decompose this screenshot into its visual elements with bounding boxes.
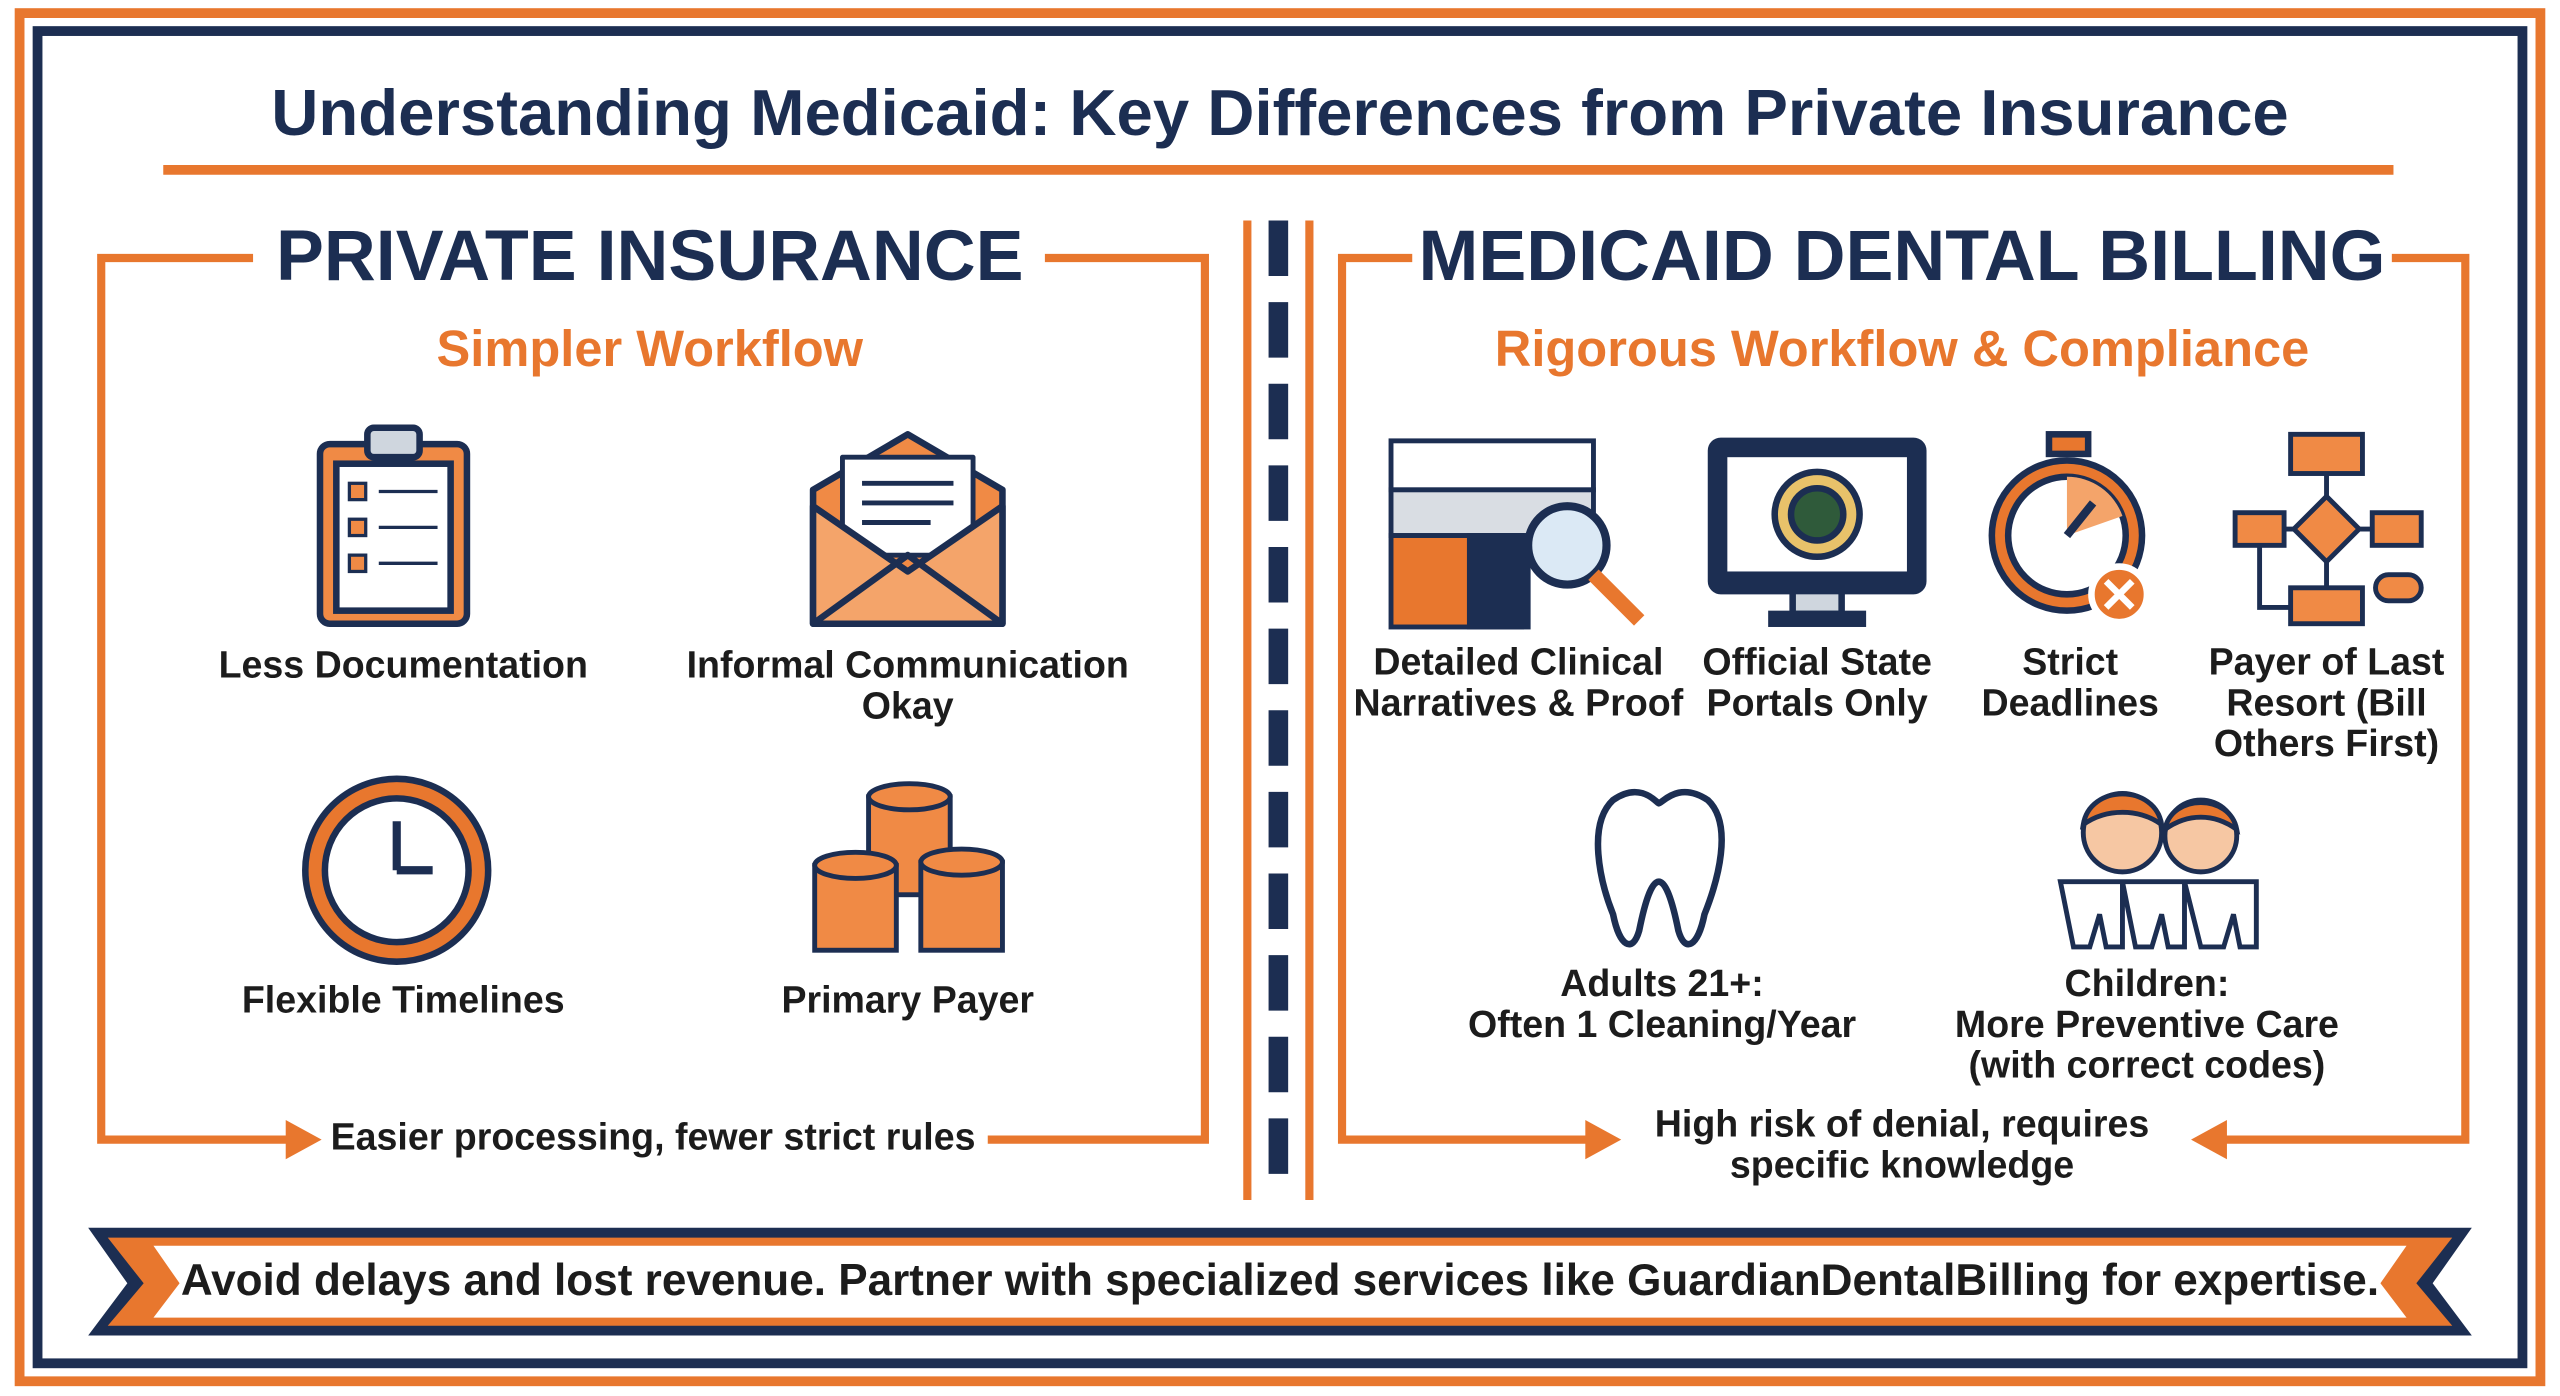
flowchart-icon-part bbox=[2373, 572, 2424, 604]
coins-icon-part bbox=[812, 862, 899, 953]
right-heading: MEDICAID DENTAL BILLING bbox=[1419, 216, 2386, 296]
flowchart-icon-part bbox=[2232, 510, 2287, 548]
item-label: Strict bbox=[2022, 640, 2118, 682]
right-frame-part bbox=[1337, 253, 1592, 1144]
stopwatch-icon bbox=[1988, 431, 2151, 626]
clock-icon bbox=[302, 775, 492, 965]
monitor-icon-part bbox=[1787, 484, 1847, 544]
children-teeth-icon-part bbox=[2161, 800, 2241, 835]
coins-icon-part bbox=[812, 849, 899, 881]
title: Understanding Medicaid: Key Differences … bbox=[271, 76, 2289, 149]
flowchart-icon-part bbox=[2369, 510, 2424, 548]
clipboard-icon-part bbox=[364, 424, 423, 461]
left-frame bbox=[97, 253, 1209, 1144]
item-label: Payer of Last bbox=[2209, 640, 2445, 682]
monitor-icon-part bbox=[1768, 610, 1867, 627]
item-label: Portals Only bbox=[1707, 681, 1928, 723]
documents-icon-part bbox=[1466, 533, 1531, 630]
banner-part bbox=[153, 1245, 2407, 1318]
item-label: Resort (Bill bbox=[2226, 681, 2426, 723]
left-frame-part bbox=[97, 253, 303, 1144]
divider bbox=[1243, 220, 1314, 1201]
item-label: Others First) bbox=[2214, 722, 2439, 764]
flowchart-icon bbox=[2232, 431, 2424, 627]
monitor-icon bbox=[1707, 437, 1927, 627]
coins-icon bbox=[812, 781, 1005, 953]
children-teeth-icon-part bbox=[2057, 879, 2259, 950]
inner-border bbox=[32, 26, 2528, 1369]
documents-icon-part bbox=[1588, 569, 1645, 626]
item-label: Detailed Clinical bbox=[1373, 640, 1663, 682]
item-label: Official State bbox=[1702, 640, 1932, 682]
coins-icon-part bbox=[866, 781, 953, 813]
clipboard-icon-part bbox=[347, 553, 368, 574]
banner bbox=[88, 1227, 2472, 1336]
clipboard-icon bbox=[316, 424, 471, 627]
right-subheading: Rigorous Workflow & Compliance bbox=[1495, 320, 2309, 377]
flowchart-icon-part bbox=[2288, 585, 2365, 627]
item-label: More Preventive Care bbox=[1955, 1003, 2339, 1045]
item-label: Flexible Timelines bbox=[242, 978, 565, 1020]
item-label: Primary Payer bbox=[781, 978, 1034, 1020]
item-label: Okay bbox=[862, 685, 954, 727]
tooth-icon bbox=[1594, 788, 1725, 948]
right-frame-part bbox=[2220, 253, 2470, 1144]
footer-text: Easier processing, fewer strict rules bbox=[331, 1116, 976, 1158]
children-teeth-icon bbox=[2057, 791, 2259, 950]
envelope-icon-part bbox=[809, 502, 1006, 627]
item-label: Adults 21+: bbox=[1560, 962, 1763, 1004]
monitor-icon-part bbox=[1789, 587, 1845, 618]
stopwatch-icon-part bbox=[2063, 500, 2097, 539]
flowchart-icon-part bbox=[2257, 473, 2373, 610]
item-label: (with correct codes) bbox=[1969, 1044, 2326, 1086]
item-label: Deadlines bbox=[1982, 681, 2159, 723]
envelope-icon-part bbox=[811, 551, 1005, 627]
item-label: Informal Communication bbox=[687, 644, 1129, 686]
arrow bbox=[1585, 1120, 1622, 1160]
tooth-icon-part bbox=[1594, 788, 1725, 948]
left-frame-part bbox=[987, 253, 1209, 1144]
item-label: Less Documentation bbox=[219, 644, 588, 686]
item-label: Children: bbox=[2065, 962, 2230, 1004]
banner-text: Avoid delays and lost revenue. Partner w… bbox=[181, 1256, 2379, 1305]
left-subheading: Simpler Workflow bbox=[437, 320, 864, 377]
footer-text: specific knowledge bbox=[1730, 1143, 2074, 1185]
clipboard-icon-part bbox=[347, 517, 368, 538]
outer-border bbox=[14, 8, 2546, 1387]
documents-icon-part bbox=[1388, 438, 1596, 493]
flowchart-icon-part bbox=[2288, 431, 2365, 476]
coins-icon-part bbox=[918, 846, 1005, 878]
clipboard-icon-part bbox=[347, 481, 368, 502]
arrow bbox=[285, 1120, 322, 1160]
footer-text: High risk of denial, requires bbox=[1655, 1102, 2149, 1144]
documents-icon-part bbox=[1524, 502, 1611, 589]
left-heading: PRIVATE INSURANCE bbox=[276, 216, 1024, 296]
envelope-icon bbox=[809, 431, 1006, 627]
stopwatch-icon-part bbox=[2045, 431, 2092, 458]
arrow bbox=[2191, 1120, 2227, 1160]
documents-icon bbox=[1388, 438, 1645, 630]
right-frame bbox=[1337, 253, 2470, 1144]
item-label: Narratives & Proof bbox=[1354, 681, 1684, 723]
stopwatch-icon-part bbox=[2103, 578, 2135, 610]
item-label: Often 1 Cleaning/Year bbox=[1468, 1003, 1856, 1045]
children-teeth-icon-part bbox=[2079, 791, 2165, 830]
